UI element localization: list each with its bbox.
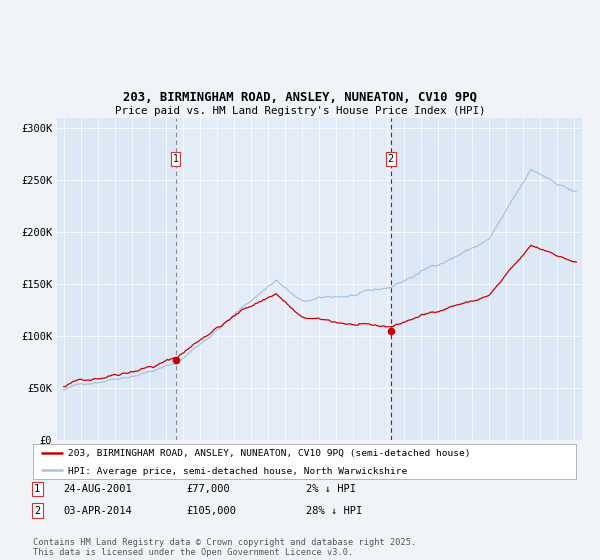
- Text: 28% ↓ HPI: 28% ↓ HPI: [306, 506, 362, 516]
- Text: Price paid vs. HM Land Registry's House Price Index (HPI): Price paid vs. HM Land Registry's House …: [115, 106, 485, 116]
- Text: 24-AUG-2001: 24-AUG-2001: [63, 484, 132, 494]
- Text: 1: 1: [34, 484, 40, 494]
- Bar: [176, 118, 391, 440]
- Text: 2% ↓ HPI: 2% ↓ HPI: [306, 484, 356, 494]
- Text: £77,000: £77,000: [186, 484, 230, 494]
- Text: 2: 2: [388, 154, 394, 164]
- Text: 2: 2: [34, 506, 40, 516]
- Text: 1: 1: [173, 154, 179, 164]
- Text: £105,000: £105,000: [186, 506, 236, 516]
- Text: 203, BIRMINGHAM ROAD, ANSLEY, NUNEATON, CV10 9PQ (semi-detached house): 203, BIRMINGHAM ROAD, ANSLEY, NUNEATON, …: [68, 449, 471, 458]
- Text: Contains HM Land Registry data © Crown copyright and database right 2025.
This d: Contains HM Land Registry data © Crown c…: [33, 538, 416, 557]
- Text: 203, BIRMINGHAM ROAD, ANSLEY, NUNEATON, CV10 9PQ: 203, BIRMINGHAM ROAD, ANSLEY, NUNEATON, …: [123, 91, 477, 104]
- Text: HPI: Average price, semi-detached house, North Warwickshire: HPI: Average price, semi-detached house,…: [68, 466, 407, 475]
- Text: 03-APR-2014: 03-APR-2014: [63, 506, 132, 516]
